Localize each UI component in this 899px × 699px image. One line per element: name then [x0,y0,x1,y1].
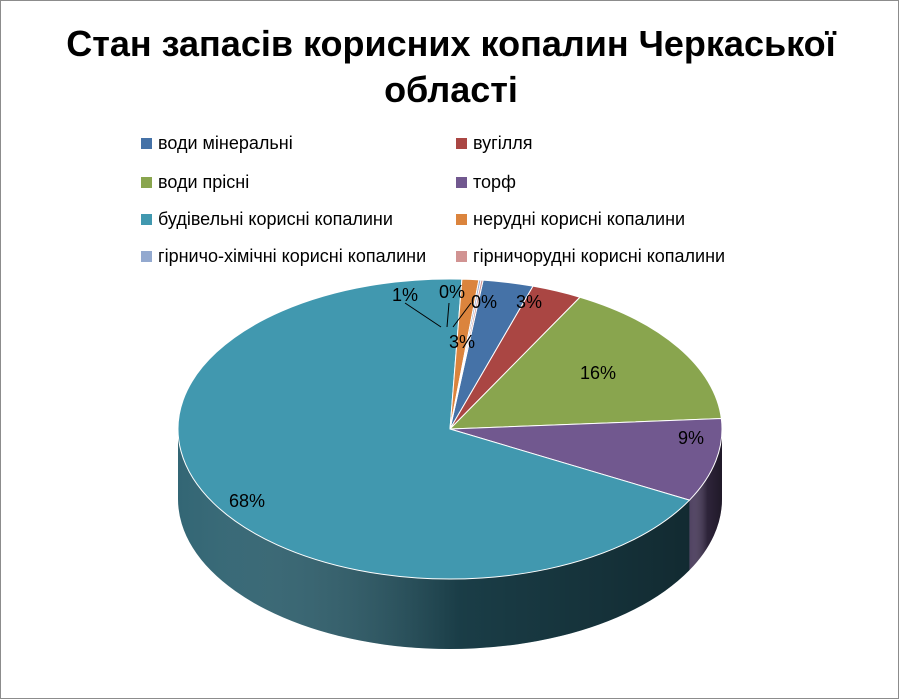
legend-swatch-icon [141,176,152,188]
legend-swatch-icon [141,250,152,262]
legend-label: води мінеральні [158,132,293,153]
data-label-coal: 3% [516,292,542,312]
leader-line-mining-chemical-minerals [446,302,450,328]
legend-swatch-icon [456,176,467,188]
data-label-fresh-water: 16% [580,363,616,383]
pie-wall-shade-construction-minerals [178,429,690,649]
pie-slice-fresh-water[interactable] [448,296,722,430]
pie-wall-shade-peat [689,429,722,571]
pie-slice-peat[interactable] [449,418,723,501]
legend-label: гірничо-хімічні корисні копалини [158,245,427,266]
legend-swatch-icon [141,213,152,225]
data-label-ore-minerals: 0% [471,292,497,312]
chart-title: Стан запасів корисних копалин Черкаської… [66,23,836,110]
pie-data-labels: 3% 3% 16% 9% 68% 1% 0% 0% [229,282,704,511]
legend-label: будівельні корисні копалини [158,208,393,229]
data-label-mining-chemical-minerals: 0% [439,282,465,302]
legend-swatch-icon [456,137,467,149]
legend-item-ore-minerals: гірничорудні корисні копалини [456,246,725,266]
pie-side-walls [178,429,722,649]
legend-swatch-icon [141,137,152,149]
pie-slice-construction-minerals[interactable] [177,278,691,580]
legend-label: вугілля [473,132,533,153]
data-label-construction-minerals: 68% [229,491,265,511]
legend-label: торф [473,171,516,192]
data-label-peat: 9% [678,428,704,448]
legend-swatch-icon [456,213,467,225]
data-label-nonmetallic-minerals: 1% [392,285,418,305]
legend-swatch-icon [456,250,467,262]
leader-line-nonmetallic-minerals [404,302,442,328]
legend-label: гірничорудні корисні копалини [473,245,726,266]
legend-item-fresh-water: води прісні [141,172,249,192]
legend-item-mineral-water: води мінеральні [141,133,293,153]
pie-slices [177,278,723,580]
pie-slice-ore-minerals[interactable] [449,279,484,430]
legend-item-mining-chemical-minerals: гірничо-хімічні корисні копалини [141,246,426,266]
legend-item-coal: вугілля [456,133,532,153]
legend-label: води прісні [158,171,250,192]
legend-label: нерудні корисні копалини [473,208,686,229]
legend-item-peat: торф [456,172,516,192]
data-label-mineral-water: 3% [449,332,475,352]
legend-item-nonmetallic-minerals: нерудні корисні копалини [456,209,685,229]
legend-item-construction-minerals: будівельні корисні копалини [141,209,393,229]
leader-line-ore-minerals [452,302,472,328]
